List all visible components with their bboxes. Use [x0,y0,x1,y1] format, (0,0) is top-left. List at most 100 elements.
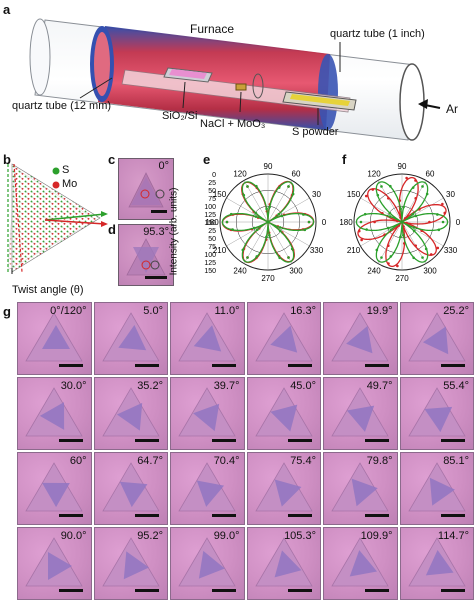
panel-d-micrograph: 95.3° [118,224,174,286]
polar-angle-label: 150 [213,190,227,199]
twisted-bilayer-micrograph: 95.2° [93,527,168,600]
twist-angle-label: 60° [69,455,87,467]
mo-polar-curve-point [396,264,399,268]
flake-drawing [101,462,160,512]
twisted-bilayer-micrograph: 70.4° [170,452,245,525]
twist-angle-label: 90.0° [60,530,87,542]
flake-drawing [25,387,83,437]
panel-c-scale-bar [151,210,167,213]
top-layer-flake [269,404,297,432]
twisted-bilayer-micrograph: 109.9° [323,527,398,600]
s-polar-curve-point [255,255,259,258]
s-polar-curve-point [424,247,428,251]
twisted-bilayer-micrograph: 55.4° [399,377,474,450]
polar-r-tick: 50 [208,188,216,195]
scale-bar [58,364,83,367]
s-polar-curve-point [411,186,415,189]
mo-polar-curve-point [387,244,390,248]
twist-angle-label: 30.0° [60,380,87,392]
twist-angle-label: 109.9° [360,530,393,542]
s-polar-curve-point [359,220,363,224]
top-layer-flake [269,325,297,353]
twisted-bilayer-micrograph: 79.8° [323,452,398,525]
panel-f-label: f [342,152,347,167]
s-polar-curve-point [302,213,305,216]
polar-angle-label: 210 [347,246,361,255]
flake-drawing [101,537,160,587]
polar-angle-label: 60 [292,170,301,179]
legend-mo-marker [52,181,60,189]
scale-bar [441,364,465,367]
scale-bar [288,589,312,592]
polar-r-tick: 150 [204,220,216,227]
s-polar-curve-point [388,211,392,215]
flake-drawing [178,312,236,362]
twist-angle-label: 105.3° [284,530,316,542]
panel-a-furnace-schematic: a [0,0,474,152]
scale-bar [135,589,159,592]
flake-drawing [101,387,160,437]
s-polar-curve-point [399,235,402,239]
s-polar-curve-point [441,220,445,224]
flake-drawing [407,537,466,587]
twist-angle-label: 99.0° [213,530,240,542]
mo-polar-curve-point [387,262,390,265]
mo-polar-curve-point [429,253,433,256]
ar-gas-label: Ar [446,102,458,116]
polar-angle-label: 30 [312,190,321,199]
twisted-bilayer-micrograph: 60° [17,452,92,525]
s-polar-curve-point [255,184,258,188]
top-layer-flake [48,552,72,580]
s-polar-curve-point [412,229,416,233]
twisted-bilayer-micrograph: 35.2° [93,377,168,450]
scale-bar [58,589,83,592]
substrate-label: SiO₂/Si [162,110,198,122]
s-polar-curve-point [241,248,245,252]
flake-drawing [178,537,236,587]
s-polar-curve-point [421,256,424,259]
panel-g-micrograph-grid: 0°/120° 5.0° 11.0° 16.3° 19.9° 25.2° 30.0° 35.2… [17,302,474,600]
top-layer-flake [274,550,301,578]
s-polar-curve-point [389,255,393,258]
top-layer-flake [42,325,70,349]
twist-angle-label: 5.0° [143,305,163,317]
top-layer-flake [425,549,454,576]
top-layer-flake [422,326,448,355]
mo-polar-curve-point [436,246,440,250]
s-polar-curve-point [399,207,402,211]
polar-r-tick: 25 [208,228,216,235]
flake-drawing [178,387,236,437]
top-layer-flake [198,550,225,579]
s-polar-curve-point [255,228,259,232]
polar-angle-label: 240 [233,266,247,275]
s-polar-curve-point [388,215,392,218]
legend-mo-label: Mo [62,178,78,190]
twisted-bilayer-micrograph: 45.0° [246,377,321,450]
mo-polar-curve-point [414,244,417,248]
s-polar-curve-point [421,185,424,188]
twisted-bilayer-micrograph: 19.9° [323,302,398,375]
twist-angle-label: 55.4° [443,380,469,392]
legend-s-label: S [62,164,70,176]
s-polar-curve-point [412,226,416,229]
polar-angle-label: 300 [289,266,303,275]
scale-bar [441,439,465,442]
mo-polar-curve-point [414,196,417,200]
twisted-bilayer-micrograph: 90.0° [17,527,92,600]
flake-drawing [178,462,236,512]
panel-f-polar-plot: 90 120 60 150 30 180 0 210 330 240 300 270 [340,162,461,283]
s-polar-curve-point [254,215,258,218]
polar-r-tick: 150 [204,268,216,275]
s-polar-curve-point [246,185,249,188]
precursor-label: NaCl + MoO₃ [200,118,266,130]
s-polar-curve-point [253,226,256,230]
twist-angle-label: 75.4° [290,455,316,467]
panel-c-micrograph: 0° [118,158,174,220]
mo-polar-curve-point [441,202,444,206]
s-polar-curve-point [380,256,383,259]
twist-angle-label: 39.7° [213,380,240,392]
s-polar-curve-point [291,192,295,196]
flake-drawing [331,462,389,512]
polar-r-tick: 125 [204,260,216,267]
polar-angle-label: 90 [264,162,273,171]
